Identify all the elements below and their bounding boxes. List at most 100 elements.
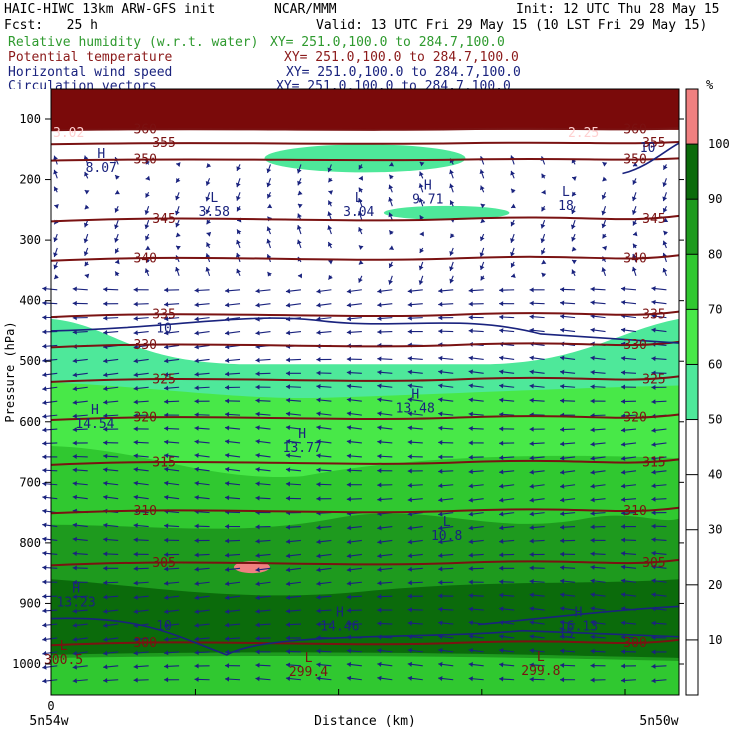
vector-arrow	[529, 287, 545, 293]
vector-head	[346, 539, 352, 545]
vector-arrow	[377, 468, 393, 474]
vector-arrow	[103, 650, 119, 656]
vector-head	[560, 441, 565, 447]
colorbar-bin	[686, 364, 698, 420]
vector-head	[510, 251, 515, 257]
vector-head	[346, 467, 351, 473]
vector-arrow	[316, 439, 332, 445]
vector-arrow	[316, 621, 332, 627]
vector-head	[388, 212, 394, 218]
vector-head	[72, 608, 77, 614]
wind-label-10: 10	[640, 141, 656, 156]
vector-head	[285, 648, 291, 654]
vector-arrow	[651, 399, 667, 405]
vector-arrow	[407, 553, 423, 559]
colorbar-tick-label: 50	[708, 413, 722, 427]
vector-head	[468, 483, 473, 489]
vector-arrow	[103, 580, 119, 586]
vector-arrow	[224, 567, 241, 573]
vector-head	[194, 552, 199, 558]
vector-arrow	[602, 233, 607, 239]
vector-head	[225, 466, 230, 472]
vector-arrow	[438, 525, 454, 531]
vector-head	[560, 634, 565, 640]
vector-arrow	[316, 648, 332, 654]
vector-head	[316, 467, 321, 473]
vector-head	[346, 662, 352, 667]
theta-contour-335	[50, 310, 680, 319]
vector-arrow	[479, 233, 485, 242]
vector-head	[468, 647, 473, 653]
vector-arrow	[541, 272, 547, 278]
vector-arrow	[316, 357, 332, 363]
vector-head	[103, 301, 108, 307]
vector-arrow	[632, 243, 638, 249]
vector-head	[53, 169, 58, 175]
vector-head	[651, 510, 656, 516]
vector-head	[194, 663, 199, 669]
vector-head	[479, 236, 485, 242]
vector-head	[590, 384, 595, 390]
vector-arrow	[346, 648, 362, 654]
vector-head	[438, 483, 443, 489]
vector-head	[529, 497, 534, 503]
vector-arrow	[194, 552, 210, 558]
vector-head	[346, 425, 352, 431]
vector-head	[225, 384, 230, 390]
vector-arrow	[224, 330, 241, 336]
valid-time: Valid: 13 UTC Fri 29 May 15 (10 LST Fri …	[316, 18, 708, 33]
vector-head	[541, 173, 546, 179]
vector-head	[358, 227, 363, 232]
vector-arrow	[499, 511, 515, 517]
colorbar-frame	[685, 88, 699, 696]
vector-arrow	[194, 330, 210, 336]
vector-head	[285, 495, 291, 501]
vector-arrow	[194, 676, 210, 682]
vector-arrow	[206, 162, 212, 168]
vector-head	[631, 266, 637, 272]
vector-arrow	[144, 268, 150, 277]
vector-head	[72, 399, 77, 405]
vector-arrow	[316, 467, 332, 473]
vector-head	[572, 246, 577, 252]
vector-head	[419, 248, 424, 253]
vector-arrow	[164, 399, 180, 405]
vector-head	[145, 258, 151, 264]
vector-head	[266, 193, 272, 199]
theta-contour-325	[50, 375, 680, 383]
vector-arrow	[590, 300, 606, 306]
vector-arrow	[529, 511, 545, 517]
vector-arrow	[529, 538, 545, 544]
field-theta-name: Potential temperature	[8, 50, 173, 65]
vector-head	[651, 327, 656, 333]
vector-head	[145, 175, 151, 181]
vector-arrow	[346, 539, 362, 545]
vector-head	[133, 609, 138, 614]
vector-arrow	[560, 634, 576, 640]
vector-head	[194, 538, 199, 544]
vector-arrow	[164, 650, 180, 656]
vector-arrow	[529, 552, 545, 558]
vector-head	[225, 676, 230, 682]
vector-arrow	[103, 480, 119, 486]
theta-label-305: 305	[642, 556, 665, 571]
vector-arrow	[42, 536, 58, 542]
vector-arrow	[468, 469, 484, 475]
vector-arrow	[133, 439, 149, 445]
vector-head	[285, 397, 291, 403]
vector-arrow	[620, 398, 636, 404]
vector-head	[651, 427, 656, 433]
vector-head	[72, 358, 78, 364]
vector-head	[529, 511, 534, 517]
vector-arrow	[499, 440, 515, 446]
vector-arrow	[632, 161, 638, 167]
vector-arrow	[468, 426, 484, 431]
vector-head	[407, 383, 413, 389]
vector-arrow	[468, 566, 484, 572]
vector-head	[468, 454, 473, 460]
vector-arrow	[529, 592, 545, 598]
vector-head	[468, 383, 473, 389]
vector-head	[529, 578, 534, 584]
vector-head	[164, 636, 169, 642]
vector-arrow	[285, 553, 302, 559]
